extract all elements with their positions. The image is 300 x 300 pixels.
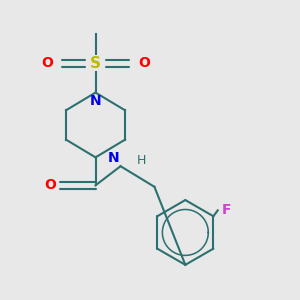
Text: O: O: [44, 178, 56, 192]
Text: N: N: [90, 94, 101, 108]
Text: O: O: [138, 56, 150, 70]
Text: O: O: [41, 56, 53, 70]
Text: H: H: [137, 154, 146, 167]
Text: N: N: [107, 151, 119, 165]
Text: S: S: [90, 56, 101, 70]
Text: F: F: [222, 203, 232, 218]
